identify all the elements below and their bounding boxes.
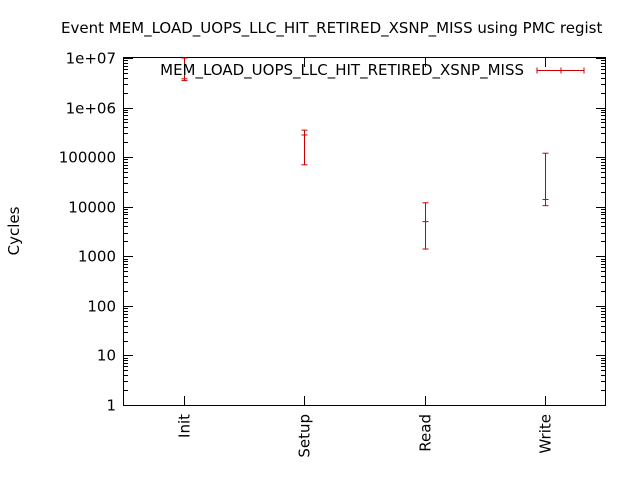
y-axis-label: Cycles [5,206,23,255]
legend-error-bar-sample [536,67,585,74]
legend: MEM_LOAD_UOPS_LLC_HIT_RETIRED_XSNP_MISS [160,61,585,80]
x-tick-label: Read [417,414,435,452]
y-tick-label: 100 [87,298,116,316]
y-tick-label: 1e+06 [66,100,116,118]
error-bar [301,129,308,166]
y-tick-label: 10000 [68,199,116,217]
error-bar [422,202,429,250]
y-tick-label: 100000 [59,149,116,167]
y-tick-label: 10 [97,347,116,365]
legend-label: MEM_LOAD_UOPS_LLC_HIT_RETIRED_XSNP_MISS [160,61,524,80]
error-bar [181,57,188,82]
x-tick-label: Setup [296,414,314,458]
x-axis-ticks: Init Setup Read Write [176,58,555,458]
plot-frame [123,57,606,406]
series-layer [181,57,549,250]
y-tick-label: 1 [106,397,116,415]
error-bar [542,152,549,207]
y-tick-label: 1000 [78,248,116,266]
chart-title: Event MEM_LOAD_UOPS_LLC_HIT_RETIRED_XSNP… [61,19,602,38]
y-tick-label: 1e+07 [66,50,116,68]
x-tick-label: Init [176,414,194,438]
x-tick-label: Write [537,414,555,454]
y-axis-ticks: 1 10 100 1000 10000 100000 1e+06 1e+07 [59,50,605,415]
